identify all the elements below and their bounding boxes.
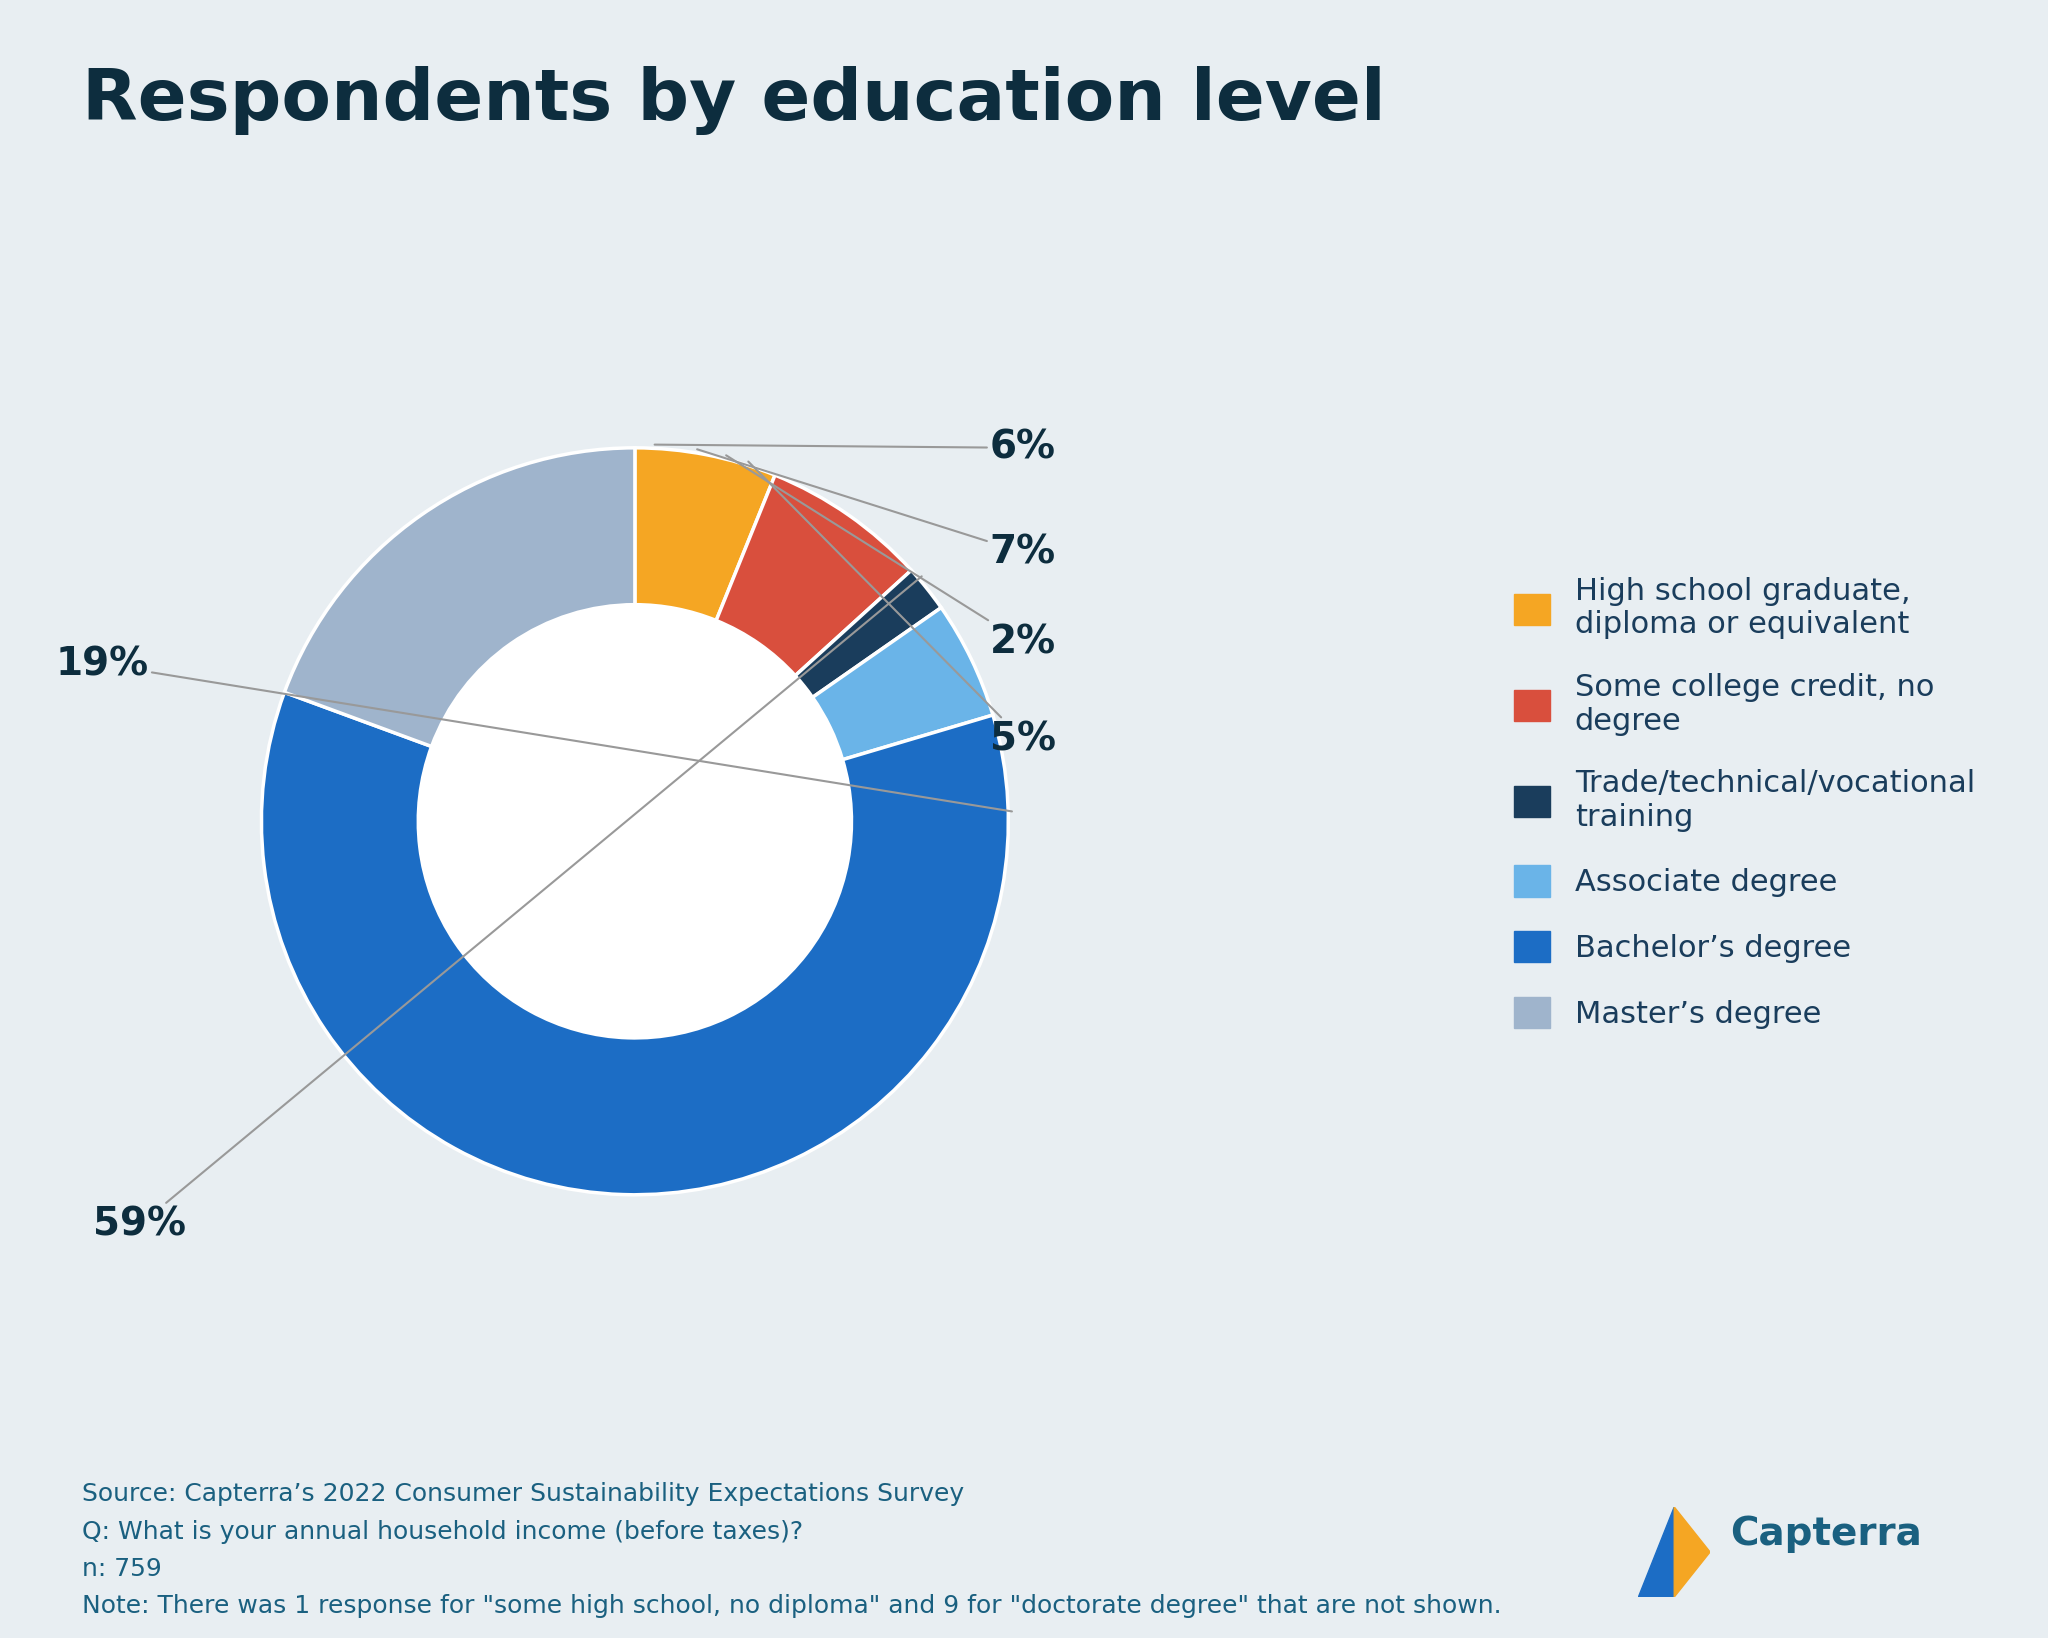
Text: 5%: 5% — [748, 462, 1055, 758]
Legend: High school graduate,
diploma or equivalent, Some college credit, no
degree, Tra: High school graduate, diploma or equival… — [1513, 577, 1974, 1029]
Polygon shape — [1675, 1507, 1710, 1597]
Text: 19%: 19% — [55, 645, 1012, 811]
Text: 59%: 59% — [94, 577, 922, 1243]
Wedge shape — [635, 447, 774, 621]
Text: Respondents by education level: Respondents by education level — [82, 66, 1386, 134]
Wedge shape — [285, 447, 635, 747]
Text: Source: Capterra’s 2022 Consumer Sustainability Expectations Survey
Q: What is y: Source: Capterra’s 2022 Consumer Sustain… — [82, 1482, 1501, 1618]
Wedge shape — [813, 608, 993, 760]
Circle shape — [418, 604, 852, 1038]
Polygon shape — [1638, 1507, 1675, 1597]
Text: 2%: 2% — [727, 455, 1057, 662]
Text: Capterra: Capterra — [1731, 1515, 1923, 1553]
Wedge shape — [262, 693, 1008, 1194]
Text: 6%: 6% — [655, 429, 1055, 467]
Wedge shape — [795, 570, 942, 698]
Wedge shape — [717, 475, 911, 675]
Text: 7%: 7% — [696, 449, 1057, 572]
